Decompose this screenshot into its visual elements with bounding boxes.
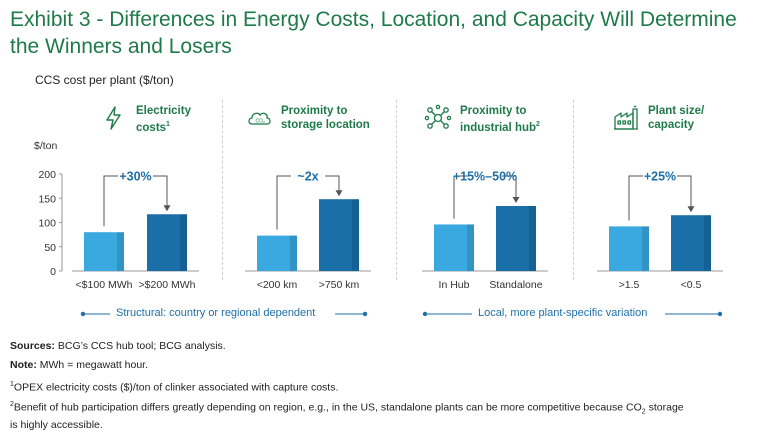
bar	[671, 215, 711, 271]
category-label: <$100 MWh	[76, 279, 133, 291]
network-hub-icon	[424, 104, 452, 129]
annotation-connector	[276, 175, 291, 230]
annotation-label: +15%–50%	[453, 170, 517, 184]
y-axis-unit: $/ton	[34, 140, 58, 152]
annotation-label: +30%	[119, 170, 151, 184]
bracket-dot	[362, 311, 368, 317]
factory-icon	[614, 105, 638, 130]
panel-header-storage: CO₂ Proximity to storage location	[245, 104, 370, 140]
definition-note: Note: MWh = megawatt hour.	[10, 359, 149, 371]
y-tick-label: 0	[50, 266, 56, 278]
bar	[319, 199, 359, 271]
panel-label: Proximity to storage location	[281, 105, 370, 131]
panel-divider	[396, 100, 397, 280]
panel-label: Proximity to industrial hub2	[460, 105, 540, 134]
bracket-dot	[717, 311, 723, 317]
bar-charts: 0 50 100 150 200 <$100 MWh >$200 MWh +30% <200 k…	[38, 169, 723, 291]
annotation-label: +25%	[644, 170, 676, 184]
grouping-brackets	[80, 311, 723, 317]
cloud-co2-icon: CO₂	[248, 112, 271, 125]
bar	[147, 214, 187, 271]
category-label: <0.5	[681, 279, 702, 291]
panel-divider	[222, 100, 223, 280]
bar	[434, 224, 474, 271]
bar-shade	[180, 214, 187, 271]
chart-subtitle: CCS cost per plant ($/ton)	[35, 73, 174, 87]
annotation-arrowhead	[687, 206, 695, 213]
category-label: Standalone	[489, 279, 542, 291]
bar	[257, 235, 297, 271]
bar	[609, 226, 649, 271]
annotation-connector	[153, 175, 168, 209]
annotation-connector	[325, 175, 340, 194]
sources-note: Sources: BCG’s CCS hub tool; BCG analysi…	[10, 340, 226, 352]
bar-shade	[290, 235, 297, 271]
bracket-label-local: Local, more plant-specific variation	[478, 307, 648, 319]
y-tick-label: 50	[44, 242, 56, 254]
footnote-2: 2Benefit of hub participation differs gr…	[10, 401, 684, 431]
category-label: >750 km	[319, 279, 360, 291]
annotation-connector	[677, 175, 692, 210]
bar-shade	[704, 215, 711, 271]
annotation-connector	[502, 175, 517, 201]
bar-shade	[352, 199, 359, 271]
bracket-label-structural: Structural: country or regional dependen…	[116, 307, 316, 319]
panel-header-electricity: Electricity costs1	[100, 104, 191, 140]
panel-label: Plant size/ capacity	[648, 105, 705, 131]
annotation-connector	[103, 175, 118, 227]
exhibit-title: Exhibit 3 - Differences in Energy Costs,…	[10, 8, 737, 58]
y-tick-label: 100	[38, 218, 56, 230]
annotation-label: ~2x	[297, 170, 318, 184]
bar	[496, 206, 536, 271]
category-label: >$200 MWh	[139, 279, 196, 291]
svg-text:CO₂: CO₂	[256, 119, 266, 125]
footnote-1: 1OPEX electricity costs ($)/ton of clink…	[10, 381, 339, 394]
category-label: In Hub	[439, 279, 470, 291]
bar-shade	[467, 224, 474, 271]
annotation-connector	[628, 175, 643, 221]
y-tick-label: 200	[38, 169, 56, 181]
bracket-dot	[422, 311, 428, 317]
bar-shade	[642, 226, 649, 271]
panel-label: Electricity costs1	[136, 105, 191, 134]
panel-header-hub: Proximity to industrial hub2	[424, 104, 540, 140]
bar-shade	[117, 232, 124, 271]
bar	[84, 232, 124, 271]
y-tick-label: 150	[38, 193, 56, 205]
annotation-arrowhead	[512, 197, 520, 204]
category-label: >1.5	[619, 279, 640, 291]
panel-divider	[573, 100, 574, 280]
bar-shade	[529, 206, 536, 271]
bracket-dot	[80, 311, 86, 317]
category-label: <200 km	[257, 279, 298, 291]
annotation-connector	[453, 175, 468, 219]
annotation-arrowhead	[163, 205, 171, 212]
annotation-arrowhead	[335, 190, 343, 197]
panel-header-plant-size: Plant size/ capacity	[612, 104, 704, 140]
lightning-icon	[106, 106, 121, 130]
